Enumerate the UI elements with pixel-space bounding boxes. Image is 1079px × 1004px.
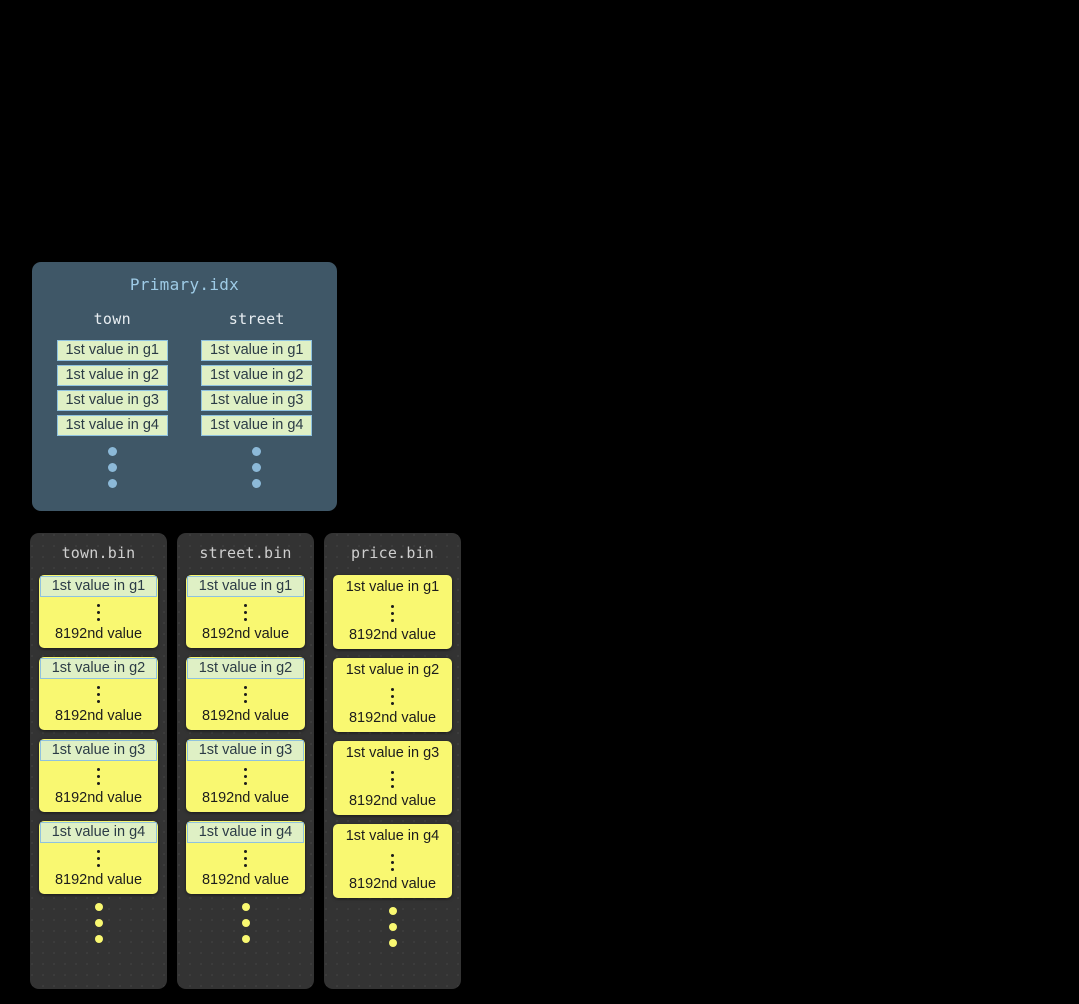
bin-panel-price: price.bin 1st value in g1 8192nd value 1…: [324, 533, 461, 989]
bin-columns-row: town.bin 1st value in g1 8192nd value 1s…: [30, 533, 461, 989]
granule-group: 1st value in g3 8192nd value: [333, 741, 452, 815]
granule-group: 1st value in g1 8192nd value: [186, 575, 305, 648]
vertical-ellipsis-icon: [333, 765, 452, 793]
granule-group: 1st value in g2 8192nd value: [39, 657, 158, 730]
primary-index-columns: town 1st value in g1 1st value in g2 1st…: [32, 310, 337, 488]
granule-group: 1st value in g3 8192nd value: [186, 739, 305, 812]
index-cell: 1st value in g4: [201, 415, 313, 436]
granule-group: 1st value in g2 8192nd value: [333, 658, 452, 732]
granule-group: 1st value in g4 8192nd value: [186, 821, 305, 894]
index-column-header: street: [228, 310, 285, 328]
bin-title: price.bin: [350, 544, 435, 562]
granule-last-value: 8192nd value: [348, 627, 437, 643]
granule-first-value: 1st value in g4: [187, 822, 304, 843]
vertical-ellipsis-icon: [333, 599, 452, 627]
vertical-ellipsis-icon: [333, 682, 452, 710]
granule-first-value: 1st value in g4: [345, 828, 440, 844]
granule-group: 1st value in g1 8192nd value: [333, 575, 452, 649]
index-cell: 1st value in g3: [56, 390, 168, 411]
vertical-ellipsis-icon: [186, 680, 305, 708]
granule-last-value: 8192nd value: [54, 708, 143, 724]
granule-last-value: 8192nd value: [54, 626, 143, 642]
granule-last-value: 8192nd value: [201, 872, 290, 888]
index-cell: 1st value in g3: [201, 390, 313, 411]
vertical-ellipsis-icon: [107, 447, 117, 488]
vertical-ellipsis-icon: [39, 762, 158, 790]
vertical-ellipsis-icon: [186, 762, 305, 790]
index-column-header: town: [93, 310, 131, 328]
granule-last-value: 8192nd value: [348, 710, 437, 726]
vertical-ellipsis-icon: [333, 848, 452, 876]
index-cell: 1st value in g4: [56, 415, 168, 436]
granule-first-value: 1st value in g1: [40, 576, 157, 597]
granule-last-value: 8192nd value: [54, 790, 143, 806]
granule-group: 1st value in g4 8192nd value: [39, 821, 158, 894]
primary-index-title: Primary.idx: [129, 275, 240, 294]
bin-title: town.bin: [61, 544, 136, 562]
granule-first-value: 1st value in g2: [40, 658, 157, 679]
vertical-ellipsis-icon: [186, 844, 305, 872]
index-cell: 1st value in g2: [56, 365, 168, 386]
vertical-ellipsis-icon: [39, 844, 158, 872]
granule-group: 1st value in g2 8192nd value: [186, 657, 305, 730]
bin-title: street.bin: [199, 544, 292, 562]
granule-group: 1st value in g1 8192nd value: [39, 575, 158, 648]
granule-first-value: 1st value in g1: [187, 576, 304, 597]
bin-panel-street: street.bin 1st value in g1 8192nd value …: [177, 533, 314, 989]
primary-index-panel: Primary.idx town 1st value in g1 1st val…: [32, 262, 337, 511]
vertical-ellipsis-icon: [39, 903, 158, 973]
index-cell: 1st value in g1: [56, 340, 168, 361]
granule-first-value: 1st value in g2: [345, 662, 440, 678]
vertical-ellipsis-icon: [186, 903, 305, 973]
granule-last-value: 8192nd value: [201, 790, 290, 806]
vertical-ellipsis-icon: [252, 447, 262, 488]
granule-last-value: 8192nd value: [201, 626, 290, 642]
vertical-ellipsis-icon: [39, 598, 158, 626]
vertical-ellipsis-icon: [39, 680, 158, 708]
granule-group: 1st value in g3 8192nd value: [39, 739, 158, 812]
vertical-ellipsis-icon: [333, 907, 452, 977]
index-cell: 1st value in g1: [201, 340, 313, 361]
index-column-street: street 1st value in g1 1st value in g2 1…: [185, 310, 330, 488]
granule-last-value: 8192nd value: [348, 876, 437, 892]
index-column-town: town 1st value in g1 1st value in g2 1st…: [40, 310, 185, 488]
granule-first-value: 1st value in g4: [40, 822, 157, 843]
granule-last-value: 8192nd value: [348, 793, 437, 809]
granule-group: 1st value in g4 8192nd value: [333, 824, 452, 898]
bin-panel-town: town.bin 1st value in g1 8192nd value 1s…: [30, 533, 167, 989]
granule-last-value: 8192nd value: [201, 708, 290, 724]
granule-first-value: 1st value in g1: [345, 579, 440, 595]
granule-first-value: 1st value in g3: [187, 740, 304, 761]
granule-first-value: 1st value in g2: [187, 658, 304, 679]
granule-last-value: 8192nd value: [54, 872, 143, 888]
granule-first-value: 1st value in g3: [345, 745, 440, 761]
index-cell: 1st value in g2: [201, 365, 313, 386]
granule-first-value: 1st value in g3: [40, 740, 157, 761]
vertical-ellipsis-icon: [186, 598, 305, 626]
